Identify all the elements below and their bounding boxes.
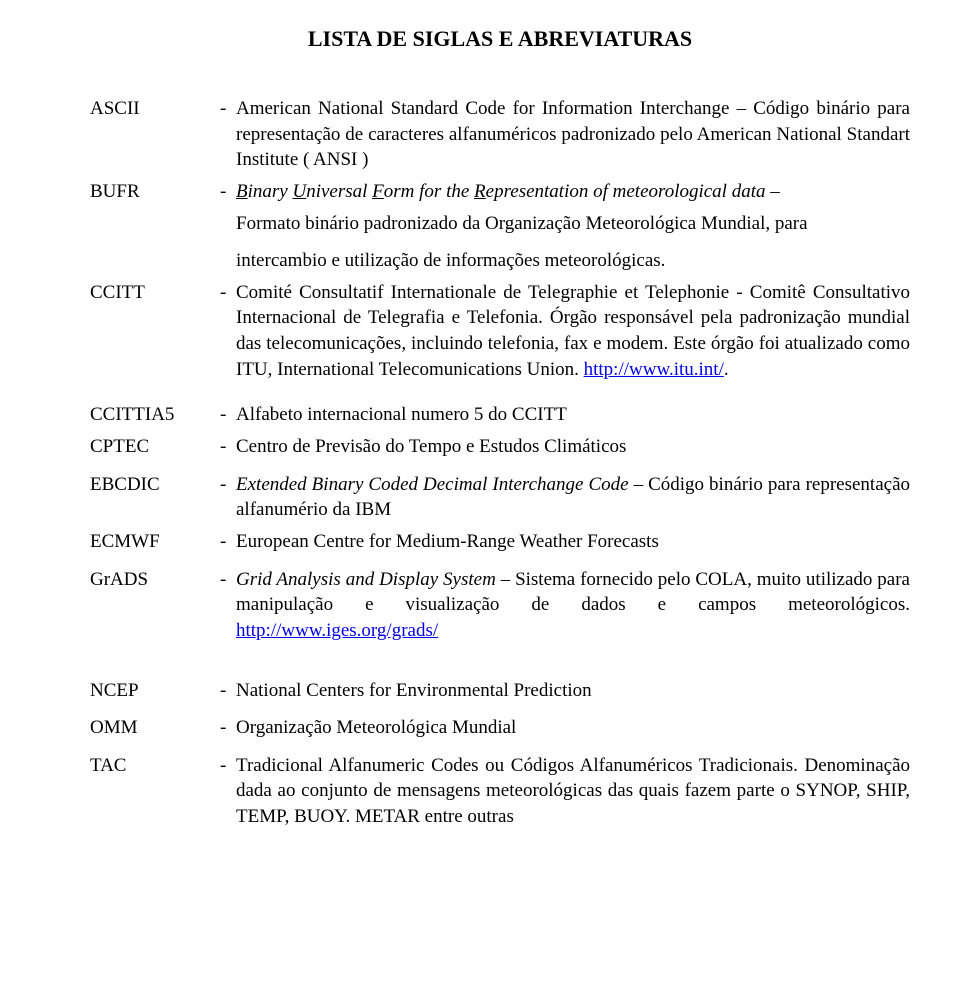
dash: -: [220, 753, 236, 779]
desc-grads: Grid Analysis and Display System – Siste…: [236, 567, 910, 644]
ccitt-tail: .: [724, 359, 729, 380]
entry-omm: OMM - Organização Meteorológica Mundial: [90, 715, 910, 741]
page-title: LISTA DE SIGLAS E ABREVIATURAS: [90, 26, 910, 52]
desc-tac: Tradicional Alfanumeric Codes ou Códigos…: [236, 753, 910, 830]
bufr-r: R: [474, 181, 486, 202]
bufr-b: B: [236, 181, 248, 202]
grads-italic: Grid Analysis and Display System: [236, 569, 496, 590]
entry-ecmwf: ECMWF - European Centre for Medium-Range…: [90, 529, 910, 555]
desc-bufr-cont2: intercambio e utilização de informações …: [236, 248, 910, 274]
bufr-txt: niversal: [306, 181, 372, 202]
dash: -: [220, 402, 236, 428]
label-bufr: BUFR: [90, 179, 220, 205]
label-omm: OMM: [90, 715, 220, 741]
desc-ncep: National Centers for Environmental Predi…: [236, 678, 910, 704]
entry-ccitt: CCITT - Comité Consultatif International…: [90, 280, 910, 383]
bufr-txt: epresentation of meteorological data –: [486, 181, 780, 202]
label-ccittia5: CCITTIA5: [90, 402, 220, 428]
bufr-txt: orm for the: [384, 181, 474, 202]
dash: -: [220, 567, 236, 593]
entry-grads: GrADS - Grid Analysis and Display System…: [90, 567, 910, 644]
bufr-txt: inary: [248, 181, 293, 202]
dash: -: [220, 434, 236, 460]
desc-ecmwf: European Centre for Medium-Range Weather…: [236, 529, 910, 555]
label-ecmwf: ECMWF: [90, 529, 220, 555]
desc-cptec: Centro de Previsão do Tempo e Estudos Cl…: [236, 434, 910, 460]
entry-bufr-cont2: intercambio e utilização de informações …: [90, 248, 910, 274]
label-ascii: ASCII: [90, 96, 220, 122]
dash: -: [220, 280, 236, 306]
desc-bufr-cont1: Formato binário padronizado da Organizaç…: [236, 211, 910, 237]
document-page: LISTA DE SIGLAS E ABREVIATURAS ASCII - A…: [0, 0, 960, 866]
dash: -: [220, 678, 236, 704]
label-ebcdic: EBCDIC: [90, 472, 220, 498]
ebcdic-italic: Extended Binary Coded Decimal Interchang…: [236, 474, 629, 495]
label-tac: TAC: [90, 753, 220, 779]
desc-ccitt: Comité Consultatif Internationale de Tel…: [236, 280, 910, 383]
grads-link[interactable]: http://www.iges.org/grads/: [236, 620, 438, 641]
desc-ebcdic: Extended Binary Coded Decimal Interchang…: [236, 472, 910, 523]
entry-ccittia5: CCITTIA5 - Alfabeto internacional numero…: [90, 402, 910, 428]
label-cptec: CPTEC: [90, 434, 220, 460]
dash: -: [220, 715, 236, 741]
desc-bufr: Binary Universal Form for the Representa…: [236, 179, 910, 205]
entry-ebcdic: EBCDIC - Extended Binary Coded Decimal I…: [90, 472, 910, 523]
ccitt-link[interactable]: http://www.itu.int/: [584, 359, 724, 380]
desc-omm: Organização Meteorológica Mundial: [236, 715, 910, 741]
desc-ccittia5: Alfabeto internacional numero 5 do CCITT: [236, 402, 910, 428]
label-ncep: NCEP: [90, 678, 220, 704]
entry-bufr: BUFR - Binary Universal Form for the Rep…: [90, 179, 910, 205]
dash: -: [220, 472, 236, 498]
entry-ncep: NCEP - National Centers for Environmenta…: [90, 678, 910, 704]
entry-tac: TAC - Tradicional Alfanumeric Codes ou C…: [90, 753, 910, 830]
entry-cptec: CPTEC - Centro de Previsão do Tempo e Es…: [90, 434, 910, 460]
label-ccitt: CCITT: [90, 280, 220, 306]
bufr-f: F: [372, 181, 384, 202]
entry-bufr-cont1: Formato binário padronizado da Organizaç…: [90, 211, 910, 237]
entry-ascii: ASCII - American National Standard Code …: [90, 96, 910, 173]
label-grads: GrADS: [90, 567, 220, 593]
ccitt-text: Comité Consultatif Internationale de Tel…: [236, 282, 910, 380]
dash: -: [220, 529, 236, 555]
dash: -: [220, 96, 236, 122]
dash: -: [220, 179, 236, 205]
desc-ascii: American National Standard Code for Info…: [236, 96, 910, 173]
bufr-u: U: [292, 181, 306, 202]
